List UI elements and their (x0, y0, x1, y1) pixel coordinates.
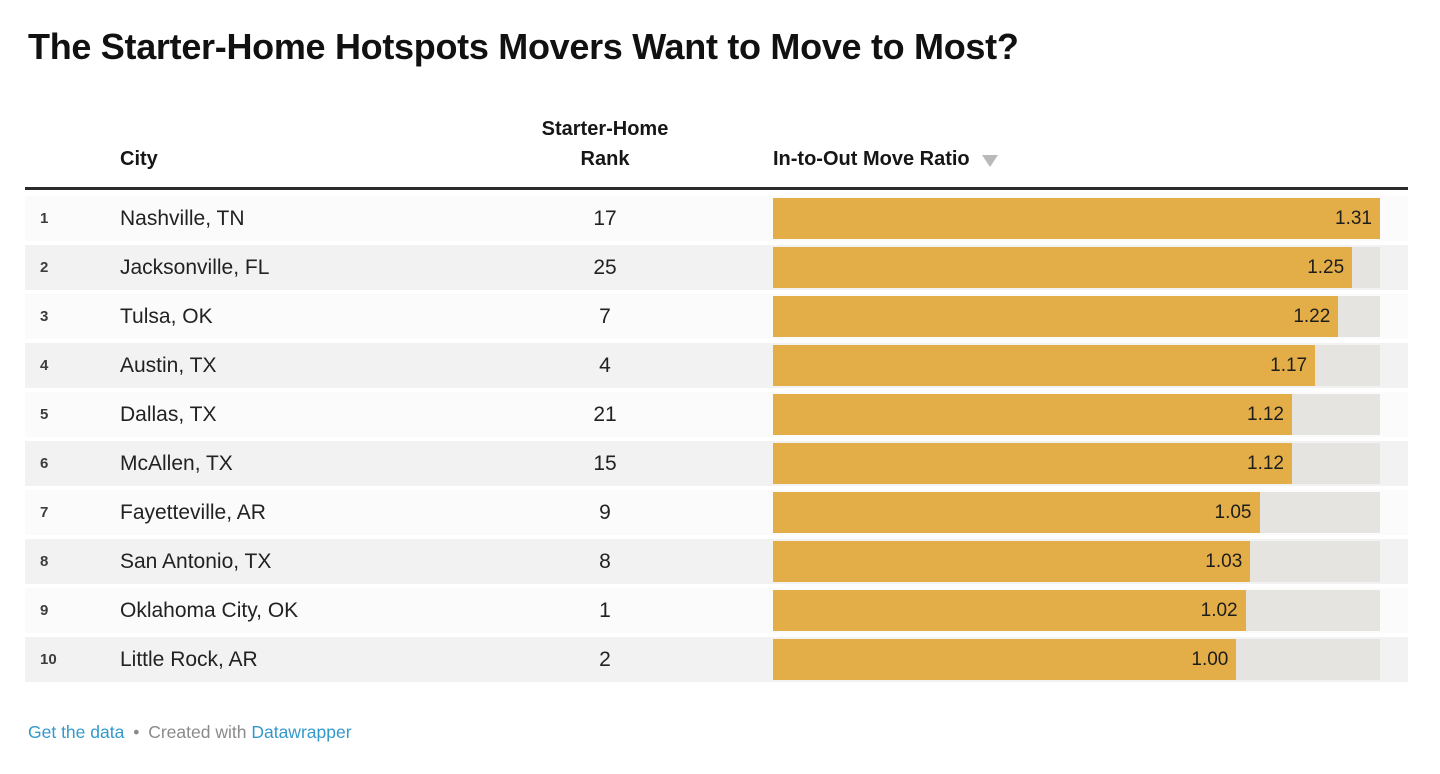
bar-value-label: 1.12 (1247, 403, 1284, 425)
row-city: Little Rock, AR (120, 647, 258, 671)
table-row: 6 McAllen, TX 15 1.12 (25, 441, 1408, 487)
row-starter-home-rank: 15 (593, 451, 617, 475)
ratio-bar: 1.22 (773, 296, 1339, 338)
row-starter-home-rank: 25 (593, 255, 617, 279)
ratio-bar: 1.12 (773, 394, 1292, 436)
row-city: Oklahoma City, OK (120, 598, 299, 622)
row-bar-cell: 1.12 (720, 441, 1408, 486)
row-rank-number: 10 (40, 651, 57, 669)
table-row: 3 Tulsa, OK 7 1.22 (25, 294, 1408, 340)
row-starter-home-rank: 1 (599, 598, 611, 622)
bar-track: 1.12 (773, 394, 1380, 436)
data-table: City Starter-Home Rank In-to-Out Move Ra… (25, 114, 1408, 683)
table-row: 1 Nashville, TN 17 1.31 (25, 196, 1408, 242)
row-rank-number: 4 (40, 357, 49, 375)
row-city: Dallas, TX (120, 402, 217, 426)
row-city: Tulsa, OK (120, 304, 213, 328)
bar-track: 1.03 (773, 541, 1380, 583)
column-header-city[interactable]: City (120, 148, 158, 171)
row-rank-number: 1 (40, 210, 49, 228)
column-header-starter-home-rank[interactable]: Starter-Home Rank (490, 114, 720, 174)
row-city: Nashville, TN (120, 206, 245, 230)
row-bar-cell: 1.00 (720, 637, 1408, 682)
row-starter-home-rank: 7 (599, 304, 611, 328)
row-starter-home-rank: 4 (599, 353, 611, 377)
row-starter-home-rank: 9 (599, 500, 611, 524)
ratio-bar: 1.03 (773, 541, 1251, 583)
row-rank-number: 2 (40, 259, 49, 277)
bar-track: 1.25 (773, 247, 1380, 289)
row-bar-cell: 1.22 (720, 294, 1408, 339)
table-row: 10 Little Rock, AR 2 1.00 (25, 637, 1408, 683)
bar-value-label: 1.12 (1247, 452, 1284, 474)
footer-separator: • (133, 722, 140, 743)
bar-track: 1.05 (773, 492, 1380, 534)
row-bar-cell: 1.05 (720, 490, 1408, 535)
bar-track: 1.22 (773, 296, 1380, 338)
bar-track: 1.17 (773, 345, 1380, 387)
row-rank-number: 6 (40, 455, 49, 473)
table-row: 4 Austin, TX 4 1.17 (25, 343, 1408, 389)
get-the-data-link[interactable]: Get the data (28, 722, 125, 743)
column-header-starter-home-line1: Starter-Home (541, 118, 669, 141)
table-row: 8 San Antonio, TX 8 1.03 (25, 539, 1408, 585)
row-bar-cell: 1.25 (720, 245, 1408, 290)
chart-card: The Starter-Home Hotspots Movers Want to… (25, 26, 1408, 743)
row-rank-number: 7 (40, 504, 49, 522)
table-header-row: City Starter-Home Rank In-to-Out Move Ra… (25, 114, 1408, 174)
row-bar-cell: 1.12 (720, 392, 1408, 437)
row-rank-number: 3 (40, 308, 49, 326)
ratio-bar: 1.12 (773, 443, 1292, 485)
footer: Get the data • Created with Datawrapper (28, 722, 1408, 743)
header-rule (25, 187, 1408, 191)
bar-track: 1.02 (773, 590, 1380, 632)
bar-value-label: 1.17 (1270, 354, 1308, 376)
row-starter-home-rank: 17 (593, 206, 617, 230)
column-header-ratio-label: In-to-Out Move Ratio (773, 148, 970, 171)
sort-desc-icon (981, 155, 998, 168)
ratio-bar: 1.00 (773, 639, 1237, 681)
row-rank-number: 8 (40, 553, 49, 571)
row-city: Fayetteville, AR (120, 500, 266, 524)
bar-value-label: 1.02 (1200, 599, 1238, 621)
ratio-bar: 1.31 (773, 198, 1380, 240)
ratio-bar: 1.17 (773, 345, 1316, 387)
row-city: McAllen, TX (120, 451, 233, 475)
bar-value-label: 1.31 (1335, 207, 1372, 229)
table-body: 1 Nashville, TN 17 1.31 2 Jacksonville, … (25, 196, 1408, 683)
row-bar-cell: 1.02 (720, 588, 1408, 633)
table-row: 5 Dallas, TX 21 1.12 (25, 392, 1408, 438)
bar-value-label: 1.05 (1214, 501, 1252, 523)
row-starter-home-rank: 21 (593, 402, 617, 426)
bar-track: 1.00 (773, 639, 1380, 681)
ratio-bar: 1.05 (773, 492, 1260, 534)
bar-track: 1.31 (773, 198, 1380, 240)
row-rank-number: 9 (40, 602, 49, 620)
column-header-starter-home-line2: Rank (580, 148, 630, 171)
datawrapper-link[interactable]: Datawrapper (251, 722, 352, 743)
row-bar-cell: 1.03 (720, 539, 1408, 584)
bar-value-label: 1.03 (1205, 550, 1243, 572)
column-header-ratio[interactable]: In-to-Out Move Ratio (720, 144, 1408, 174)
bar-value-label: 1.22 (1293, 305, 1331, 327)
ratio-bar: 1.02 (773, 590, 1246, 632)
row-rank-number: 5 (40, 406, 49, 424)
row-city: Austin, TX (120, 353, 217, 377)
row-bar-cell: 1.31 (720, 196, 1408, 241)
chart-title: The Starter-Home Hotspots Movers Want to… (28, 26, 1019, 67)
table-row: 2 Jacksonville, FL 25 1.25 (25, 245, 1408, 291)
ratio-bar: 1.25 (773, 247, 1353, 289)
row-city: San Antonio, TX (120, 549, 272, 573)
bar-value-label: 1.00 (1191, 648, 1229, 670)
footer-created-with-text: Created with (148, 722, 247, 743)
bar-track: 1.12 (773, 443, 1380, 485)
row-starter-home-rank: 8 (599, 549, 611, 573)
row-bar-cell: 1.17 (720, 343, 1408, 388)
bar-value-label: 1.25 (1307, 256, 1345, 278)
table-row: 9 Oklahoma City, OK 1 1.02 (25, 588, 1408, 634)
table-row: 7 Fayetteville, AR 9 1.05 (25, 490, 1408, 536)
row-starter-home-rank: 2 (599, 647, 611, 671)
row-city: Jacksonville, FL (120, 255, 270, 279)
